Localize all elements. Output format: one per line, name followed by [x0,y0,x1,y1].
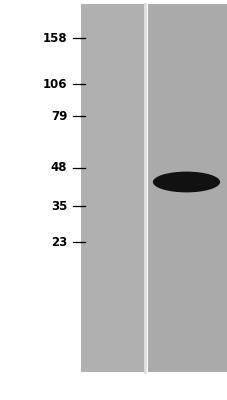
Bar [147,4,227,372]
Text: 48: 48 [51,162,67,174]
Text: 106: 106 [43,78,67,90]
Text: 35: 35 [51,200,67,212]
Text: 23: 23 [51,236,67,248]
Text: 79: 79 [51,110,67,122]
Text: 158: 158 [42,32,67,44]
Bar [81,4,145,372]
Ellipse shape [152,172,219,192]
